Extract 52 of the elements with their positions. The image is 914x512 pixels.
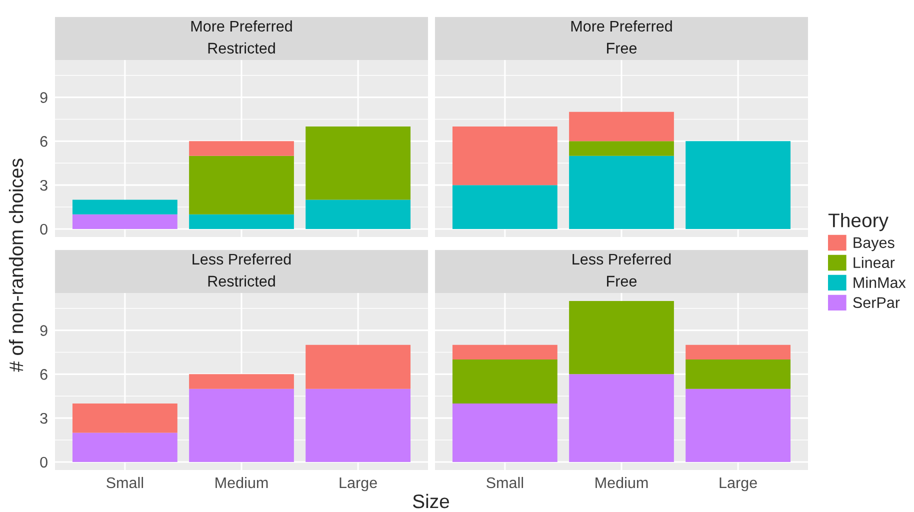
x-axis-title: Size: [412, 494, 450, 508]
bar: [306, 200, 411, 229]
bar: [569, 112, 674, 142]
bar: [686, 360, 791, 389]
x-tick-label: Medium: [596, 476, 648, 488]
x-tick-label: Large: [340, 478, 377, 492]
bar: [452, 126, 558, 186]
bar: [569, 301, 674, 374]
chart-title: More Preferred Restricted: [191, 20, 292, 54]
bar: [306, 344, 411, 389]
bar: [189, 374, 294, 389]
bar: [189, 214, 294, 229]
x-tick-label: Small: [486, 476, 524, 488]
bar: [72, 200, 178, 214]
bar: [189, 141, 294, 156]
bar: [452, 403, 558, 462]
bar: [306, 126, 411, 200]
bar: [452, 185, 558, 229]
bar: [569, 141, 674, 156]
legend-label: Bayes: [854, 237, 894, 252]
x-tick-label: Medium: [216, 476, 268, 488]
y-tick-label: 0: [40, 224, 48, 235]
chart-title: More Preferred Free: [571, 20, 672, 54]
bar: [452, 360, 558, 404]
y-tick-label: 3: [40, 180, 48, 191]
bar: [569, 156, 674, 229]
legend-label: Linear: [854, 256, 895, 268]
y-tick-label: 6: [40, 369, 48, 380]
bar: [189, 388, 294, 462]
chart-title: Less Preferred Restricted: [192, 253, 291, 287]
bar: [306, 388, 411, 462]
legend-title: Theory: [828, 212, 888, 232]
y-tick-label: 0: [40, 456, 48, 468]
bar: [452, 344, 558, 360]
bar: [569, 374, 674, 462]
y-axis-title: # of non-random choices: [8, 158, 24, 372]
chart-title: Less Preferred Free: [572, 253, 671, 287]
x-tick-label: Small: [106, 476, 144, 488]
bar: [72, 403, 178, 433]
y-tick-label: 9: [40, 92, 48, 103]
y-tick-label: 9: [40, 325, 48, 336]
y-tick-label: 3: [40, 412, 48, 424]
bar: [686, 141, 791, 229]
bar: [72, 214, 178, 229]
legend-label: MinMax: [854, 276, 906, 288]
x-tick-label: Large: [720, 478, 757, 492]
legend-label: SerPar: [853, 297, 900, 308]
bar: [686, 388, 791, 462]
y-tick-label: 6: [40, 136, 48, 147]
bar: [72, 432, 178, 462]
bar: [686, 344, 791, 360]
bar: [189, 156, 294, 214]
